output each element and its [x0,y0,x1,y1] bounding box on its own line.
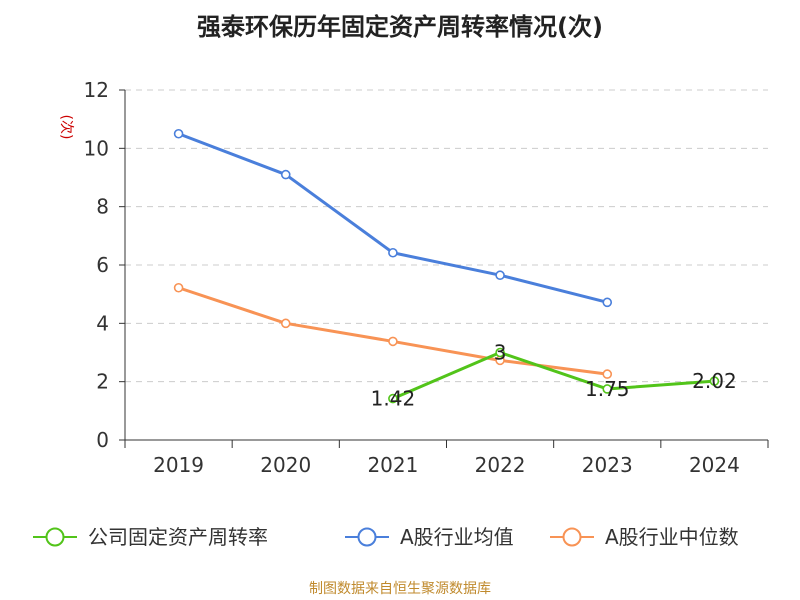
axes: 0 2 4 6 8 10 12 2019 2020 2021 2022 2023 2024 [84,78,769,477]
series-line [391,351,716,401]
y-tick-label: 6 [96,253,109,277]
data-point[interactable] [173,282,184,293]
data-point[interactable] [280,318,291,329]
data-point[interactable] [388,247,398,258]
series-line [177,132,609,304]
y-tick-label: 12 [84,78,109,102]
legend-label: 公司固定资产周转率 [88,525,268,549]
data-label: 3 [494,341,507,365]
legend-item[interactable]: 公司固定资产周转率 [33,525,268,549]
data-point[interactable] [602,297,613,308]
series-line [177,286,609,376]
data-point[interactable] [602,384,613,394]
x-tick-label: 2023 [582,453,633,477]
data-point[interactable] [602,369,613,379]
grid-lines [125,89,768,383]
data-point[interactable] [173,128,184,139]
source-note: 制图数据来自恒生聚源数据库 [309,581,491,597]
data-point[interactable] [388,336,398,347]
data-label: 2.02 [692,369,737,393]
x-tick-label: 2022 [475,453,526,477]
chart-title: 强泰环保历年固定资产周转率情况(次) [197,13,603,41]
legend-item[interactable]: A股行业均值 [345,525,514,549]
data-point[interactable] [280,169,291,180]
legend[interactable]: 公司固定资产周转率 A股行业均值 A股行业中位数 [33,525,739,549]
x-tick-label: 2024 [689,453,740,477]
y-tick-label: 4 [96,311,109,335]
series-layer [173,128,720,404]
x-tick-label: 2019 [153,453,204,477]
data-point[interactable] [495,270,505,281]
legend-label: A股行业均值 [400,525,514,549]
legend-marker-icon [562,527,582,547]
data-labels: 1.42 3 1.75 2.02 [371,341,737,411]
x-tick-label: 2020 [260,453,311,477]
y-axis-label: (次) [58,115,74,140]
data-point[interactable] [495,347,505,358]
legend-marker-icon [357,527,377,547]
legend-label: A股行业中位数 [605,525,739,549]
legend-item[interactable]: A股行业中位数 [550,525,739,549]
data-point[interactable] [388,393,398,404]
data-label: 1.42 [371,387,416,411]
y-tick-label: 10 [84,136,109,160]
y-tick-label: 0 [96,428,109,452]
legend-marker-icon [45,527,65,547]
data-label: 1.75 [585,377,630,401]
y-tick-label: 8 [96,195,109,219]
y-tick-label: 2 [96,370,109,394]
data-point[interactable] [709,376,720,386]
x-tick-label: 2021 [367,453,418,477]
